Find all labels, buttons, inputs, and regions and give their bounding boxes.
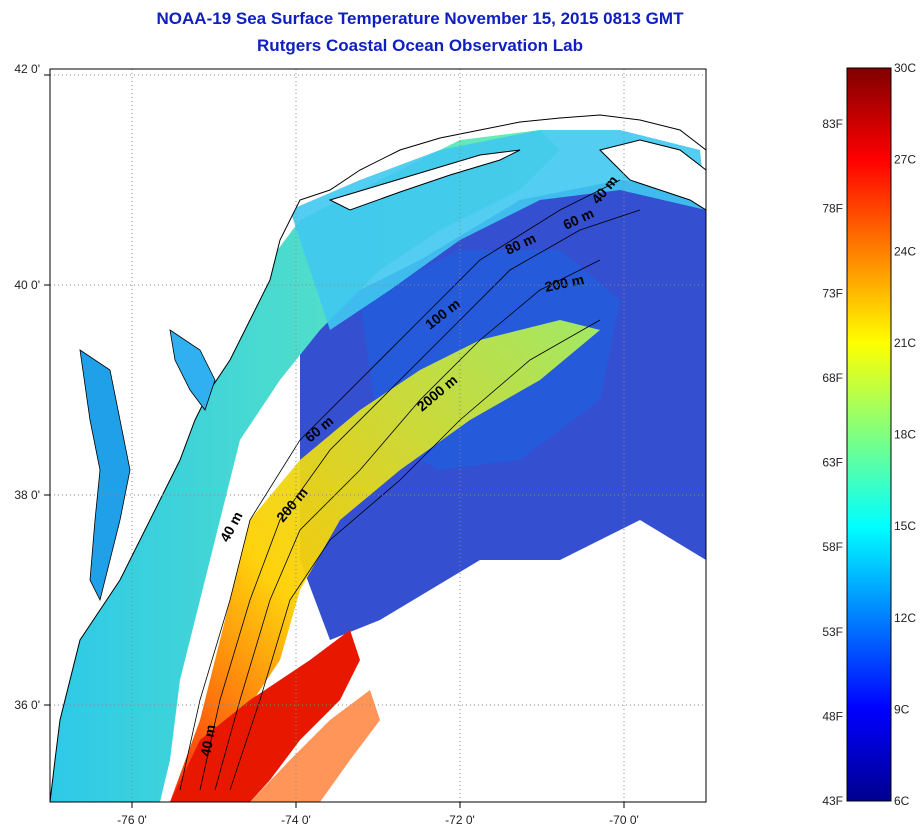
- frame-ticks: [44, 74, 625, 808]
- colorbar-fahrenheit-label: 68F: [822, 371, 843, 385]
- isobath-contours: [179, 179, 641, 791]
- gulf-stream-core: [170, 630, 360, 802]
- lon-label: -72 0': [445, 813, 475, 827]
- colorbar-fahrenheit-label: 53F: [822, 625, 843, 639]
- land-mass: [50, 69, 706, 802]
- colorbar-celsius-label: 27C: [894, 153, 916, 167]
- map-title: NOAA-19 Sea Surface Temperature November…: [156, 9, 684, 28]
- delaware-bay: [169, 329, 216, 411]
- colorbar-celsius-label: 18C: [894, 428, 916, 442]
- contour-label: 40 m: [197, 723, 218, 757]
- map-subtitle: Rutgers Coastal Ocean Observation Lab: [257, 36, 583, 55]
- colorbar-celsius-label: 15C: [894, 519, 916, 533]
- gulf-stream-edge: [250, 690, 380, 802]
- colorbar-celsius-label: 12C: [894, 611, 916, 625]
- map-frame: [49, 68, 707, 803]
- lat-label: 42 0': [14, 62, 40, 76]
- colorbar-fahrenheit-label: 63F: [822, 456, 843, 470]
- colorbar-celsius-label: 6C: [894, 794, 910, 808]
- colorbar-celsius-label: 21C: [894, 336, 916, 350]
- graticule: [50, 69, 706, 802]
- colorbar-fahrenheit-label: 43F: [822, 794, 843, 808]
- lat-label: 38 0': [14, 488, 40, 502]
- colorbar-labels: 30C 27C 24C 21C 18C 15C 12C 9C 6C 83F 78F 73F 68F 63F…: [822, 61, 916, 808]
- lon-label: -70 0': [609, 813, 639, 827]
- colorbar-celsius-label: 30C: [894, 61, 916, 75]
- colorbar-fahrenheit-label: 73F: [822, 286, 843, 300]
- cape-cod: [599, 139, 706, 211]
- colorbar-celsius-label: 9C: [894, 702, 910, 716]
- lon-label: -74 0': [281, 813, 311, 827]
- long-island: [328, 149, 521, 211]
- colorbar-fahrenheit-label: 48F: [822, 709, 843, 723]
- colorbar-fahrenheit-label: 58F: [822, 540, 843, 554]
- lat-label: 40 0': [14, 278, 40, 292]
- map-area: 40 m 60 m 80 m 200 m 100 m 2000 m 60 m 2…: [50, 69, 706, 802]
- lat-label: 36 0': [14, 698, 40, 712]
- colorbar-fahrenheit-label: 78F: [822, 202, 843, 216]
- lon-label: -76 0': [117, 813, 147, 827]
- chesapeake-bay: [79, 349, 131, 602]
- colorbar-celsius-label: 24C: [894, 244, 916, 258]
- colorbar-scale: [846, 67, 892, 802]
- colorbar-fahrenheit-label: 83F: [822, 117, 843, 131]
- shelf-water: [50, 130, 560, 802]
- ny-bight-water: [290, 130, 706, 330]
